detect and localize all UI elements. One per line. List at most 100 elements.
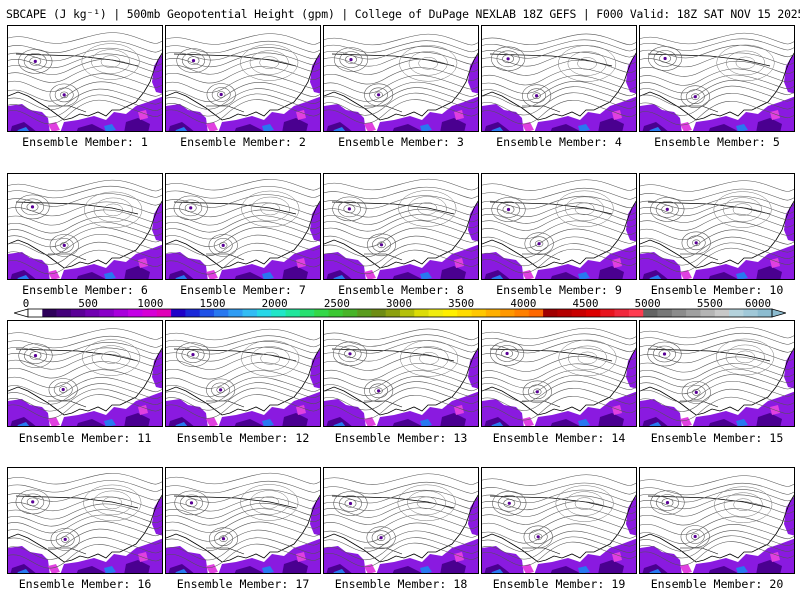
height-contour bbox=[8, 361, 162, 379]
height-contour bbox=[640, 541, 794, 566]
ridge-contour bbox=[400, 340, 459, 377]
height-contour bbox=[166, 99, 320, 124]
height-contour bbox=[166, 382, 320, 404]
ensemble-member-map-10 bbox=[639, 173, 795, 280]
cape-shading-pink bbox=[48, 258, 148, 279]
colorbar-swatch bbox=[643, 309, 658, 317]
height-contour bbox=[166, 370, 320, 389]
height-contour bbox=[8, 473, 162, 485]
height-contour bbox=[8, 480, 162, 493]
low-center-contour bbox=[339, 51, 363, 68]
cape-shading-atlantic bbox=[626, 203, 636, 242]
low-center-dot bbox=[537, 242, 541, 246]
ridge-contour bbox=[241, 190, 300, 228]
height-contour bbox=[482, 81, 636, 101]
height-contour bbox=[166, 179, 320, 191]
cape-shading-blue bbox=[333, 419, 432, 426]
height-contour bbox=[482, 243, 636, 266]
low-center-dot bbox=[63, 537, 67, 541]
height-contour bbox=[324, 395, 478, 420]
height-contour bbox=[8, 347, 162, 363]
ridge-contour bbox=[716, 338, 775, 376]
height-contour bbox=[166, 328, 320, 341]
height-contour bbox=[482, 33, 636, 46]
low-center-contour bbox=[23, 53, 47, 70]
coastline bbox=[8, 200, 162, 269]
colorbar-tick-label: 4000 bbox=[510, 297, 537, 310]
height-contour bbox=[8, 209, 162, 226]
cape-shading-blue bbox=[17, 566, 116, 573]
coastline bbox=[640, 200, 794, 269]
low-center-contour bbox=[502, 54, 514, 64]
height-contour bbox=[8, 59, 162, 75]
colorbar-swatch bbox=[342, 309, 358, 317]
ensemble-member-label: Ensemble Member: 8 bbox=[338, 283, 464, 297]
height-contour bbox=[166, 480, 320, 494]
height-contour bbox=[482, 482, 636, 495]
cape-shading-pink bbox=[680, 110, 780, 131]
height-contour bbox=[482, 39, 636, 52]
low-center-contour bbox=[181, 346, 205, 363]
height-contour bbox=[166, 194, 320, 208]
low-center-contour bbox=[180, 494, 203, 512]
low-center-contour bbox=[490, 341, 525, 366]
height-contour bbox=[640, 80, 794, 100]
height-contour bbox=[324, 40, 478, 53]
height-contour bbox=[482, 369, 636, 389]
ridge-contour bbox=[725, 344, 765, 370]
height-contour bbox=[324, 178, 478, 191]
colorbar-right-arrow bbox=[771, 308, 786, 318]
low-center-contour bbox=[344, 499, 357, 508]
low-center-dot bbox=[349, 58, 353, 62]
height-contour bbox=[640, 229, 794, 250]
low-center-contour bbox=[53, 382, 73, 397]
border-line-2 bbox=[364, 253, 403, 261]
map-graphic bbox=[324, 33, 478, 131]
low-center-dot bbox=[347, 207, 351, 211]
low-center-dot bbox=[506, 57, 510, 61]
colorbar-swatch bbox=[56, 309, 72, 317]
coastline bbox=[640, 347, 794, 416]
cape-shading-pink bbox=[522, 552, 622, 573]
cape-shading-blue bbox=[649, 566, 748, 573]
colorbar-swatch bbox=[500, 309, 515, 317]
colorbar-left-arrow bbox=[14, 308, 29, 318]
ridge-contour bbox=[716, 44, 775, 82]
low-center-contour bbox=[60, 91, 69, 99]
low-center-dot bbox=[348, 501, 353, 506]
low-center-dot bbox=[665, 501, 670, 505]
cape-shading-pink bbox=[522, 110, 622, 131]
height-contour bbox=[324, 530, 478, 552]
height-contour bbox=[482, 100, 636, 125]
height-contour bbox=[482, 388, 636, 411]
map-graphic bbox=[8, 473, 162, 573]
height-contour bbox=[324, 99, 478, 124]
coastline bbox=[8, 494, 162, 563]
height-contour bbox=[482, 500, 636, 517]
map-graphic bbox=[324, 178, 478, 279]
low-center-contour bbox=[491, 46, 526, 72]
height-contour bbox=[324, 522, 478, 543]
low-center-contour bbox=[206, 378, 236, 402]
ridge-contour bbox=[83, 484, 142, 522]
height-contour bbox=[482, 507, 636, 525]
low-center-contour bbox=[208, 234, 238, 257]
colorbar-swatch bbox=[514, 309, 530, 317]
low-center-dot bbox=[662, 352, 667, 356]
colorbar-swatch bbox=[757, 309, 773, 317]
map-graphic bbox=[324, 328, 478, 426]
height-contour bbox=[482, 339, 636, 354]
cape-shading-blue bbox=[175, 419, 274, 426]
ensemble-member-label: Ensemble Member: 2 bbox=[180, 135, 306, 149]
height-contour bbox=[640, 60, 794, 77]
ridge-contour bbox=[408, 51, 448, 76]
height-contour bbox=[166, 250, 320, 275]
border-line-2 bbox=[48, 400, 87, 408]
cape-shading-blue bbox=[649, 419, 748, 426]
height-contour bbox=[324, 243, 478, 267]
low-center-contour bbox=[21, 198, 44, 216]
height-contour bbox=[8, 249, 162, 275]
low-center-contour bbox=[175, 342, 211, 367]
cape-shading-pink bbox=[206, 405, 306, 426]
height-contour bbox=[324, 370, 478, 389]
